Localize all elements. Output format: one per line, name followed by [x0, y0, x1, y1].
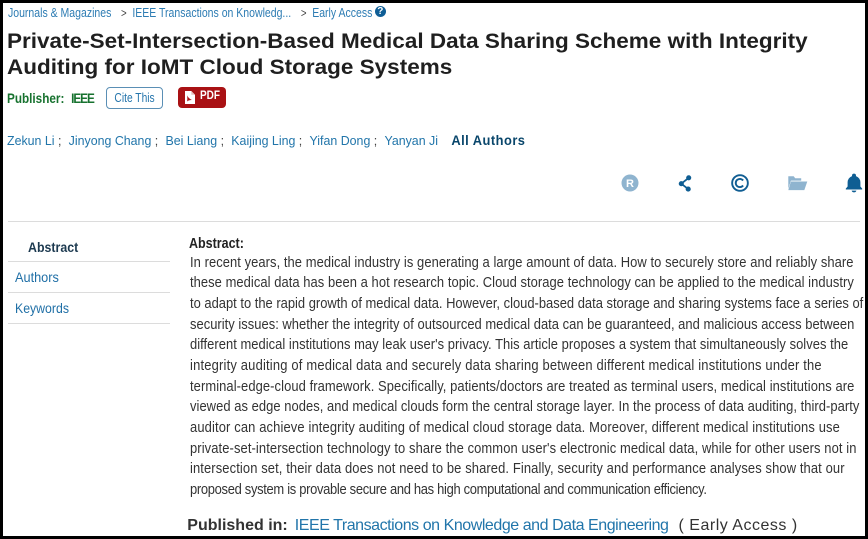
svg-text:R: R: [626, 178, 634, 190]
